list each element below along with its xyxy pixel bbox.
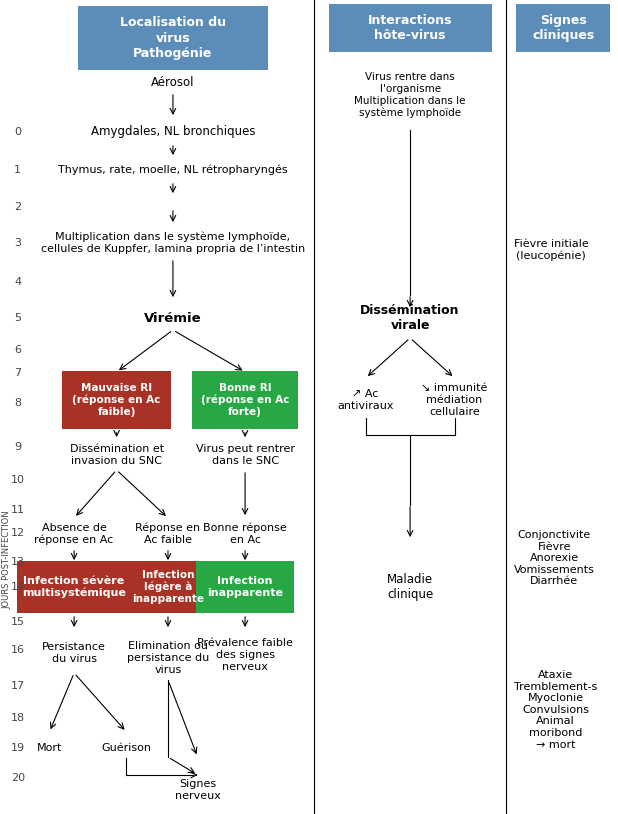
- Text: ↘ immunité
médiation
cellulaire: ↘ immunité médiation cellulaire: [421, 383, 488, 417]
- Text: 19: 19: [11, 743, 25, 753]
- Text: Thymus, rate, moelle, NL rétropharyngés: Thymus, rate, moelle, NL rétropharyngés: [58, 164, 288, 175]
- FancyBboxPatch shape: [62, 371, 171, 429]
- Text: 2: 2: [14, 202, 22, 212]
- FancyBboxPatch shape: [17, 561, 131, 613]
- FancyBboxPatch shape: [114, 561, 221, 613]
- Text: 16: 16: [11, 645, 25, 655]
- FancyBboxPatch shape: [196, 561, 295, 613]
- Text: ↗ Ac
antiviraux: ↗ Ac antiviraux: [337, 389, 394, 411]
- Text: Signes
cliniques: Signes cliniques: [532, 14, 595, 42]
- FancyBboxPatch shape: [78, 6, 268, 70]
- Text: Virus peut rentrer
dans le SNC: Virus peut rentrer dans le SNC: [195, 444, 295, 466]
- Text: Virus rentre dans
l'organisme
Multiplication dans le
système lymphoïde: Virus rentre dans l'organisme Multiplica…: [354, 72, 466, 118]
- Text: 7: 7: [14, 368, 22, 378]
- Text: 17: 17: [11, 681, 25, 691]
- Text: Signes
nerveux: Signes nerveux: [175, 779, 221, 801]
- Text: JOURS POST-INFECTION: JOURS POST-INFECTION: [2, 510, 11, 610]
- Text: 10: 10: [11, 475, 25, 485]
- Text: Guérison: Guérison: [101, 743, 151, 753]
- Text: 18: 18: [11, 713, 25, 723]
- Text: Mort: Mort: [36, 743, 62, 753]
- Text: 3: 3: [14, 238, 21, 248]
- Text: 9: 9: [14, 442, 22, 452]
- Text: 6: 6: [14, 345, 21, 355]
- Text: 13: 13: [11, 557, 25, 567]
- Text: Localisation du
virus
Pathogénie: Localisation du virus Pathogénie: [120, 16, 226, 59]
- Text: 20: 20: [11, 773, 25, 783]
- Text: Bonne RI
(réponse en Ac
forte): Bonne RI (réponse en Ac forte): [201, 383, 289, 417]
- Text: 11: 11: [11, 505, 25, 515]
- Text: Maladie
clinique: Maladie clinique: [387, 573, 433, 601]
- Text: Absence de
réponse en Ac: Absence de réponse en Ac: [35, 523, 114, 545]
- Text: Bonne réponse
en Ac: Bonne réponse en Ac: [203, 523, 287, 545]
- Text: Multiplication dans le système lymphoïde,
cellules de Kuppfer, lamina propria de: Multiplication dans le système lymphoïde…: [41, 232, 305, 254]
- Text: Infection sévère
multisystémique: Infection sévère multisystémique: [22, 575, 126, 598]
- Text: Réponse en
Ac faible: Réponse en Ac faible: [135, 523, 201, 545]
- Text: 14: 14: [11, 582, 25, 592]
- Text: Amygdales, NL bronchiques: Amygdales, NL bronchiques: [91, 125, 255, 138]
- Text: Aérosol: Aérosol: [151, 76, 195, 89]
- FancyBboxPatch shape: [516, 4, 610, 52]
- Text: Elimination ou
persistance du
virus: Elimination ou persistance du virus: [127, 641, 209, 675]
- Text: Dissémination
virale: Dissémination virale: [360, 304, 460, 332]
- Text: 15: 15: [11, 617, 25, 627]
- Text: Persistance
du virus: Persistance du virus: [42, 642, 106, 663]
- FancyBboxPatch shape: [192, 371, 298, 429]
- Text: 5: 5: [14, 313, 21, 323]
- Text: Virémie: Virémie: [144, 312, 201, 325]
- Text: Interactions
hôte-virus: Interactions hôte-virus: [368, 14, 452, 42]
- Text: Fièvre initiale
(leucopénie): Fièvre initiale (leucopénie): [514, 239, 588, 261]
- Text: 8: 8: [14, 398, 22, 408]
- Text: Conjonctivite
Fièvre
Anorexie
Vomissements
Diarrhée: Conjonctivite Fièvre Anorexie Vomissemen…: [514, 530, 595, 586]
- Text: Dissémination et
invasion du SNC: Dissémination et invasion du SNC: [70, 444, 164, 466]
- Text: 4: 4: [14, 277, 22, 287]
- Text: Prévalence faible
des signes
nerveux: Prévalence faible des signes nerveux: [197, 638, 293, 672]
- Text: Infection
légère à
inapparente: Infection légère à inapparente: [132, 570, 204, 604]
- Text: 0: 0: [14, 127, 21, 137]
- FancyBboxPatch shape: [329, 4, 492, 52]
- Text: Infection
inapparente: Infection inapparente: [207, 576, 283, 597]
- Text: Mauvaise RI
(réponse en Ac
faible): Mauvaise RI (réponse en Ac faible): [72, 383, 161, 417]
- Text: 1: 1: [14, 165, 21, 175]
- Text: 12: 12: [11, 528, 25, 538]
- Text: Ataxie
Tremblement­s
Myoclonie
Convulsions
Animal
moribond
→ mort: Ataxie Tremblement­s Myoclonie Convulsio…: [514, 670, 597, 750]
